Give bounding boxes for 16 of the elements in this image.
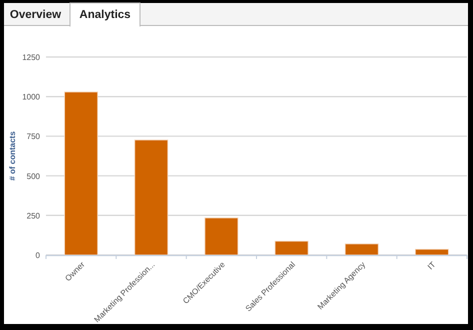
y-tick-label: 1000 xyxy=(22,92,41,102)
bar xyxy=(415,248,449,256)
y-axis-title: # of contacts xyxy=(8,130,17,181)
x-tick-label: IT xyxy=(426,260,438,272)
bar xyxy=(274,240,308,256)
y-tick-label: 750 xyxy=(26,132,41,142)
y-tick-label: 0 xyxy=(36,251,41,260)
bar xyxy=(64,92,98,256)
bar xyxy=(344,244,379,256)
bar xyxy=(204,218,238,256)
y-tick-label: 500 xyxy=(26,172,41,181)
y-tick-label: 250 xyxy=(26,211,41,220)
y-tick-label: 1250 xyxy=(22,53,41,62)
text: Overview xyxy=(10,9,62,21)
bar xyxy=(134,140,168,256)
text: Analytics xyxy=(79,9,131,21)
